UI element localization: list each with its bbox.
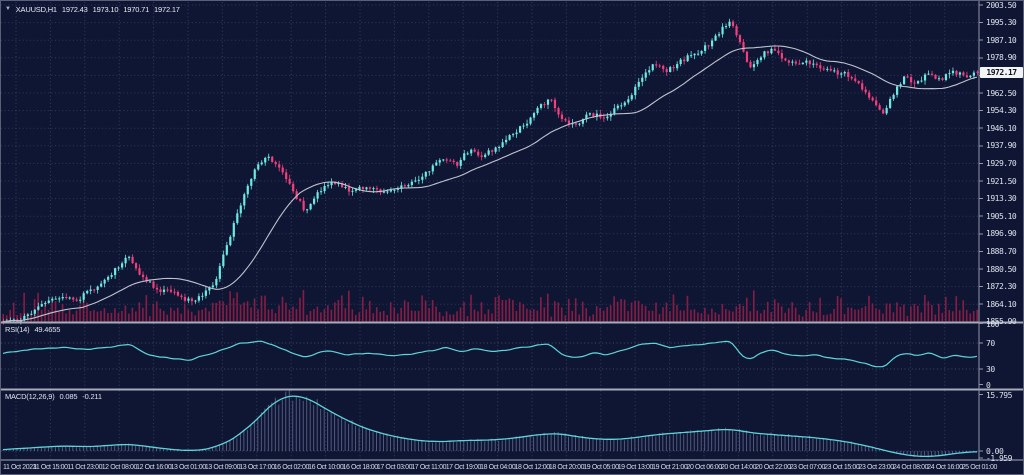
time-axis-label: 25 Oct 01:00 (961, 464, 998, 471)
time-axis-label: 20 Oct 06:00 (686, 464, 723, 471)
price-axis-label: 1864.10 (986, 299, 1017, 309)
price-axis-label: 1880.50 (986, 264, 1017, 274)
time-axis-separator (1, 459, 1023, 461)
rsi-axis-label: 70 (986, 339, 995, 348)
time-axis-label: 20 Oct 22:00 (755, 464, 791, 471)
macd-indicator-value-main: 0.085 (59, 392, 78, 401)
ohlc-close: 1972.17 (154, 4, 180, 14)
ohlc-low: 1970.71 (123, 4, 150, 14)
macd-histogram (2, 390, 978, 458)
time-axis-label: 16 Oct 18:00 (342, 464, 379, 471)
candles-layer (2, 18, 979, 325)
price-axis-label: 1888.70 (986, 246, 1017, 256)
rsi-indicator-value: 49.4655 (34, 325, 61, 334)
time-axis-label: 13 Oct 01:00 (170, 464, 207, 471)
symbol-label: XAUUSD,H1 (15, 4, 57, 14)
rsi-pane-label: RSI(14) 49.4655 (5, 325, 60, 334)
time-axis-label: 16 Oct 02:00 (273, 464, 310, 471)
pane-separator[interactable] (1, 388, 1024, 391)
time-axis-label: 13 Oct 09:00 (204, 464, 241, 471)
macd-pane-label: MACD(12,26,9) 0.085 -0.211 (5, 392, 102, 401)
time-axis-label: 13 Oct 17:00 (239, 464, 275, 471)
time-axis-label: 18 Oct 04:00 (480, 464, 516, 471)
chevron-down-icon[interactable]: ▼ (5, 6, 11, 12)
price-axis-label: 1905.10 (986, 211, 1017, 221)
macd-axis-label: 15.795 (986, 390, 1012, 400)
price-axis-label: 2003.50 (986, 0, 1017, 10)
price-axis-label: 1855.90 (986, 317, 1017, 327)
time-axis-label: 11 Oct 2023 (3, 464, 37, 471)
time-axis-label: 17 Oct 11:00 (411, 464, 447, 471)
ohlc-open: 1972.43 (61, 4, 88, 14)
ohlc-high: 1973.10 (92, 4, 119, 14)
rsi-axis-label: 30 (986, 365, 995, 374)
time-axis-label: 24 Oct 08:00 (892, 464, 929, 471)
time-axis-label: 20 Oct 14:00 (720, 464, 757, 471)
price-axis-label: 1937.90 (986, 141, 1017, 151)
time-axis-label: 23 Oct 23:00 (858, 464, 895, 471)
volume-layer (2, 289, 978, 322)
time-axis-label: 18 Oct 20:00 (548, 464, 585, 471)
price-axis-label: 1962.50 (986, 88, 1017, 98)
macd-indicator-value-signal: -0.211 (82, 392, 102, 401)
time-axis-label: 12 Oct 16:00 (136, 464, 172, 471)
current-price-tag: 1972.17 (980, 66, 1023, 78)
price-axis-label: 1987.10 (986, 35, 1017, 45)
time-axis-label: 11 Oct 23:00 (67, 464, 103, 471)
time-axis-label: 16 Oct 10:00 (308, 464, 344, 471)
time-axis-label: 17 Oct 19:00 (445, 464, 482, 471)
price-axis-label: 1954.30 (986, 106, 1017, 116)
macd-signal-line (2, 395, 978, 458)
rsi-axis-label: 100 (986, 319, 999, 329)
rsi-line (2, 340, 978, 368)
chart-symbol-header: ▼ XAUUSD,H1 1972.43 1973.10 1970.71 1972… (5, 4, 180, 14)
price-axis-label: 1921.50 (986, 176, 1017, 186)
rsi-indicator-name: RSI(14) (5, 325, 30, 334)
time-axis-label: 17 Oct 03:00 (376, 464, 413, 471)
time-axis-label: 24 Oct 16:00 (927, 464, 963, 471)
time-axis-label: 19 Oct 13:00 (617, 464, 654, 471)
time-axis-label: 11 Oct 15:00 (32, 464, 68, 471)
price-axis-label: 1978.90 (986, 53, 1017, 63)
price-axis-label: 1913.30 (986, 194, 1017, 204)
macd-indicator-name: MACD(12,26,9) (5, 392, 55, 401)
pane-separator[interactable] (1, 321, 1024, 324)
time-axis-label: 23 Oct 15:00 (824, 464, 860, 471)
time-axis-label: 19 Oct 05:00 (583, 464, 619, 471)
time-axis-label: 19 Oct 21:00 (652, 464, 688, 471)
rsi-axis-label: 0 (986, 380, 991, 390)
price-axis-label: 1872.30 (986, 282, 1017, 292)
time-axis-label: 23 Oct 07:00 (789, 464, 826, 471)
macd-axis-label: 0.00 (986, 446, 1004, 456)
time-axis-label: 12 Oct 08:00 (101, 464, 138, 471)
price-axis-label: 1946.10 (986, 123, 1017, 133)
price-axis-label: 1929.70 (986, 158, 1017, 168)
ma-line (2, 45, 978, 323)
price-axis-label: 1995.30 (986, 18, 1017, 28)
macd-axis-label: -1.959 (986, 453, 1012, 463)
time-axis-label: 18 Oct 12:00 (514, 464, 551, 471)
price-axis-label: 1896.90 (986, 229, 1017, 239)
